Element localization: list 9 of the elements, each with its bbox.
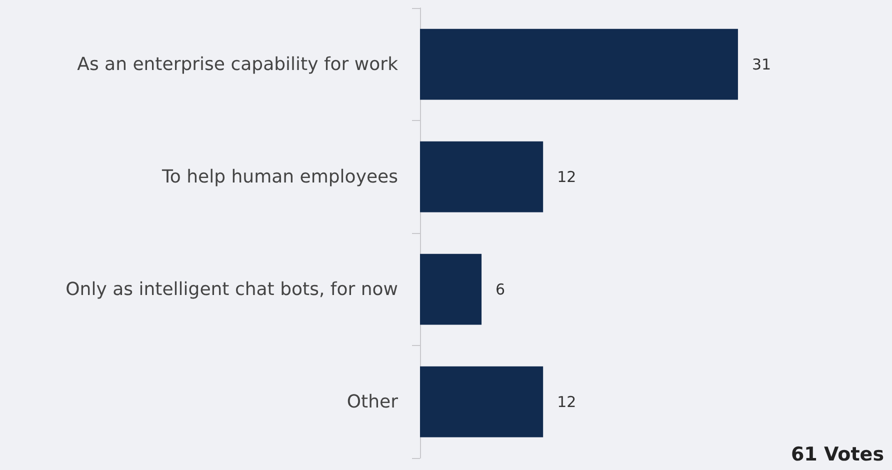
- data-label: 6: [496, 280, 506, 298]
- y-tick-label: Only as intelligent chat bots, for now: [66, 278, 398, 300]
- y-tick-label: To help human employees: [160, 166, 398, 188]
- data-label: 12: [557, 168, 576, 186]
- data-label: 31: [752, 55, 772, 74]
- y-tick-label: Other: [346, 391, 399, 412]
- y-tick-label: As an enterprise capability for work: [77, 54, 399, 75]
- data-label: 12: [557, 392, 576, 411]
- text: 61 Votes: [790, 444, 884, 466]
